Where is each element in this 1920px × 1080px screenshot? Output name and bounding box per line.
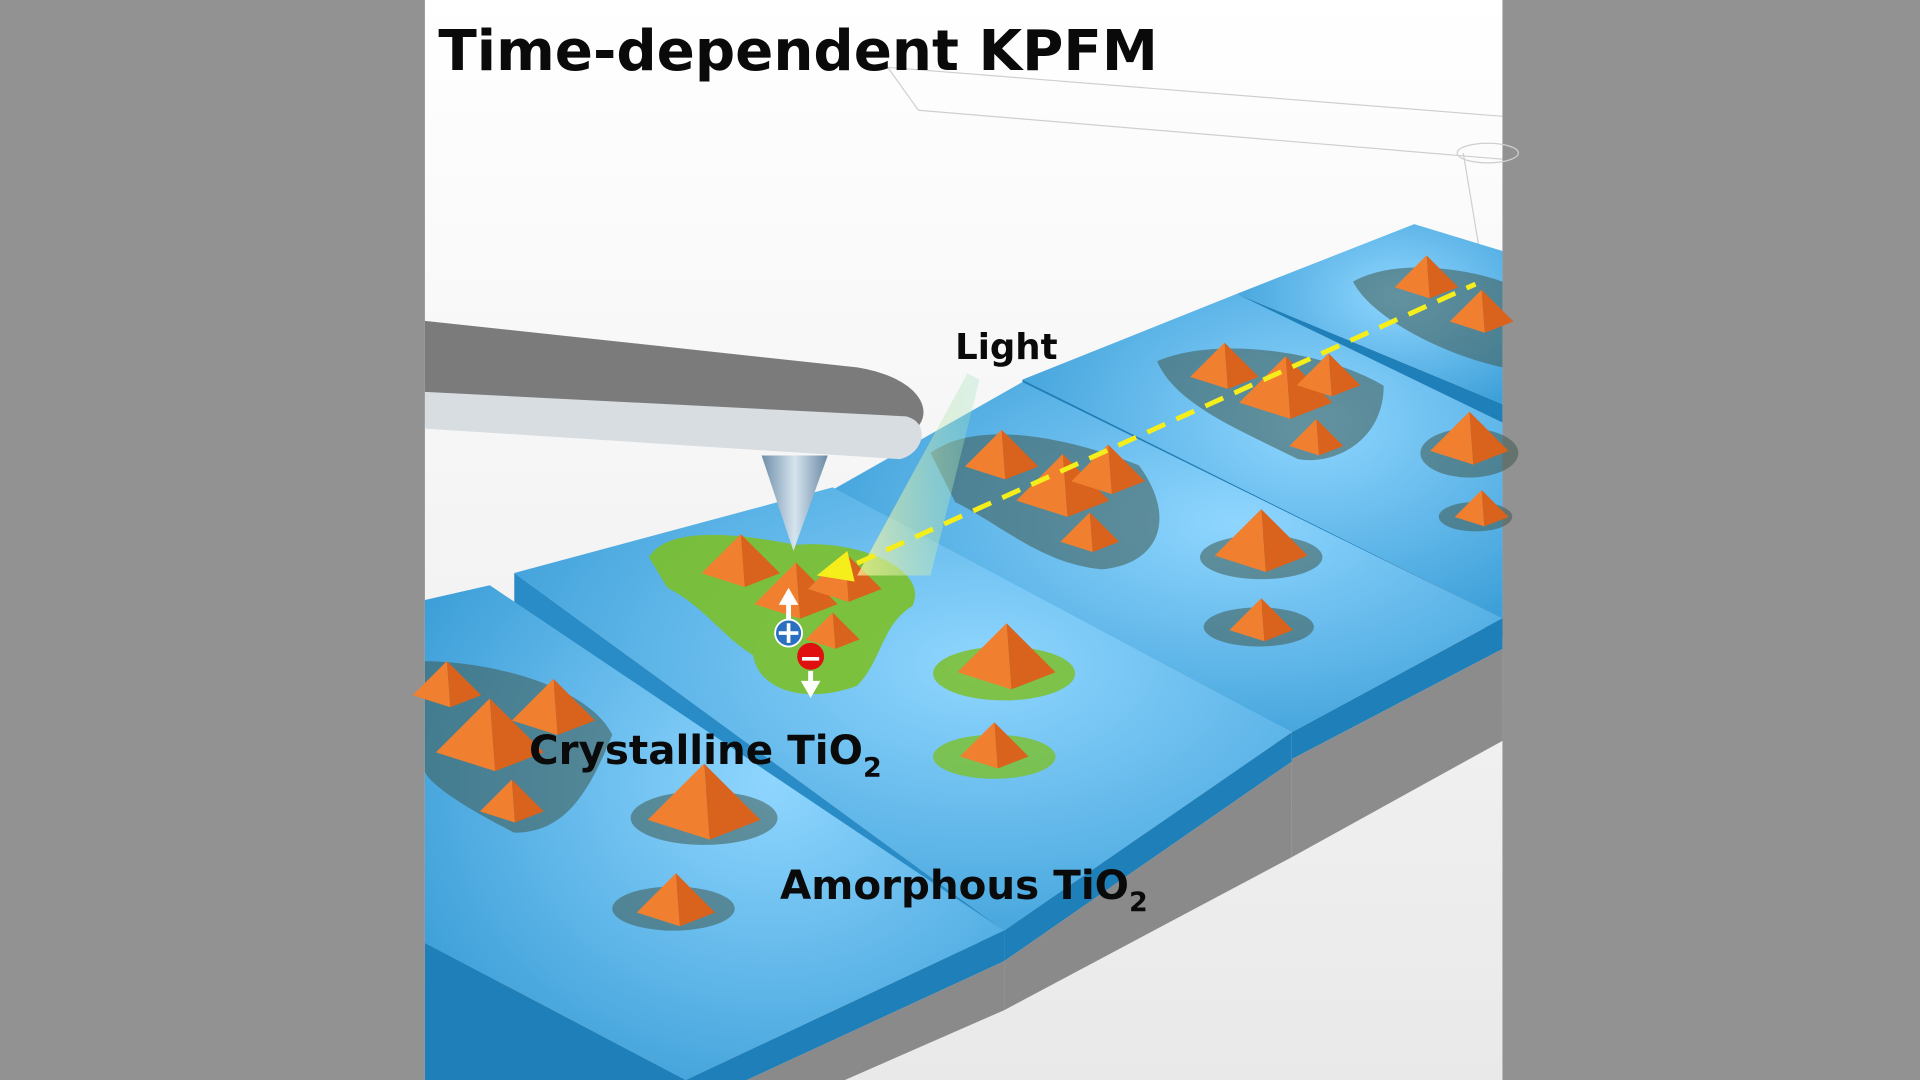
crystal-pyramid [1481,490,1509,527]
positive-charge-icon [774,618,803,648]
crystal-pyramid [957,623,1012,690]
crystal-pyramid [964,429,1006,480]
crystal-pyramid [1229,598,1265,642]
crystal-pyramid [994,722,1029,769]
crystal-pyramid [489,698,544,772]
crystal-pyramid [1006,623,1056,690]
crystalline-label: Crystalline TiO2 [529,726,882,783]
crystal-pyramid [1108,444,1145,495]
crystal-pyramid [1001,429,1039,480]
crystal-pyramid [636,873,680,927]
crystal-pyramid [1224,342,1259,389]
arrow-down-icon [800,671,821,698]
crystal-pyramid [1060,512,1093,552]
crystal-pyramid [1481,289,1514,333]
light-arrowhead [816,551,855,582]
crystal-pyramid [1426,255,1459,299]
crystal-pyramid [1190,342,1228,389]
crystal-pyramid [1296,353,1332,397]
crystal-pyramid [446,660,482,708]
crystalline-particles [412,255,1514,927]
figure-title: Time-dependent KPFM [438,19,1158,84]
crystal-pyramid [435,698,496,772]
crystal-pyramid [553,678,596,736]
crystal-pyramid [740,534,780,588]
crystal-pyramid [1454,490,1485,527]
light-path [856,281,1477,566]
light-label: Light [955,327,1057,368]
crystal-pyramid [1328,353,1361,397]
crystal-pyramid [1430,411,1474,465]
crystal-pyramid [1016,454,1068,517]
cantilever [424,320,924,460]
crystal-pyramid [1071,444,1112,495]
crystal-pyramid [960,722,998,769]
crystal-pyramid [1316,419,1344,456]
wireframe-cantilever [887,66,1519,264]
crystal-pyramid [1261,509,1308,572]
crystal-pyramid [1261,598,1294,642]
crystal-pyramid [1089,512,1120,552]
crystal-pyramid [701,534,745,588]
crystal-pyramid [1469,411,1509,465]
crystal-pyramid [412,660,451,708]
crystal-pyramid [805,612,836,649]
crystal-pyramid [675,873,716,927]
crystal-pyramid [1289,419,1320,456]
negative-charge-icon [797,642,825,670]
crystal-pyramid [647,763,710,840]
crystal-pyramid [511,779,544,823]
crystal-pyramid [1394,255,1430,299]
crystal-pyramid [832,612,860,649]
crystal-pyramid [1214,509,1266,572]
crystal-pyramid [511,678,558,736]
kpfm-tip [761,455,828,552]
crystal-pyramid [844,552,882,602]
amorphous-label: Amorphous TiO2 [780,861,1148,918]
light-beam [857,373,980,576]
crystal-pyramid [480,779,516,823]
crystal-pyramid [1449,289,1485,333]
crystal-pyramid [704,763,761,840]
